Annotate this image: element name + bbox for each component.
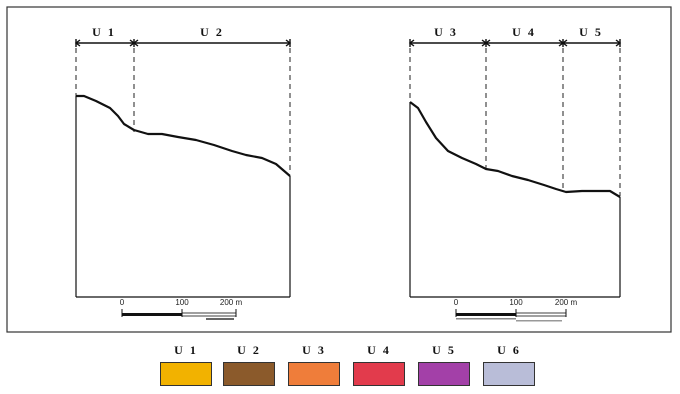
- unit-label-u2: U 2: [200, 25, 224, 39]
- legend-swatch: [418, 362, 470, 386]
- unit-extent-arrows: [74, 39, 292, 47]
- right-profile-panel: U 3 U 4 U 5: [408, 25, 622, 322]
- legend-swatch: [288, 362, 340, 386]
- scale-tick-0: 0: [454, 298, 459, 307]
- legend-label: U 2: [237, 343, 261, 357]
- topographic-profile-line: [409, 101, 621, 198]
- scale-bar: [455, 309, 567, 322]
- unit-label-u3: U 3: [434, 25, 458, 39]
- legend-label: U 5: [432, 343, 456, 357]
- topographic-profile-line: [76, 94, 291, 177]
- unit-boundaries: [409, 48, 621, 196]
- unit-label-u1: U 1: [92, 25, 116, 39]
- unit-extent-arrows: [408, 39, 622, 47]
- figure-frame: [6, 6, 672, 333]
- unit-boundaries: [75, 48, 291, 174]
- legend-swatch: [353, 362, 405, 386]
- legend-item-u6: U 6: [481, 342, 537, 386]
- unit-legend: U 1 U 2 U 3 U 4 U 5 U 6: [150, 342, 570, 392]
- scale-tick-200: 200 m: [555, 298, 578, 307]
- legend-label: U 6: [497, 343, 521, 357]
- legend-label: U 3: [302, 343, 326, 357]
- legend-item-u1: U 1: [158, 342, 214, 386]
- profile-box: [409, 102, 621, 298]
- legend-swatch: [483, 362, 535, 386]
- legend-swatch: [223, 362, 275, 386]
- legend-item-u4: U 4: [351, 342, 407, 386]
- legend-swatch: [160, 362, 212, 386]
- scale-tick-100: 100: [509, 298, 523, 307]
- legend-label: U 1: [174, 343, 198, 357]
- scale-tick-100: 100: [175, 298, 189, 307]
- legend-item-u2: U 2: [221, 342, 277, 386]
- unit-label-u5: U 5: [579, 25, 603, 39]
- scale-bar: [121, 309, 237, 320]
- legend-label: U 4: [367, 343, 391, 357]
- legend-item-u5: U 5: [416, 342, 472, 386]
- left-profile-panel: U 1 U 2: [74, 25, 292, 320]
- profile-box: [75, 96, 291, 298]
- legend-item-u3: U 3: [286, 342, 342, 386]
- scale-tick-200: 200 m: [220, 298, 243, 307]
- scale-tick-0: 0: [120, 298, 125, 307]
- unit-label-u4: U 4: [512, 25, 536, 39]
